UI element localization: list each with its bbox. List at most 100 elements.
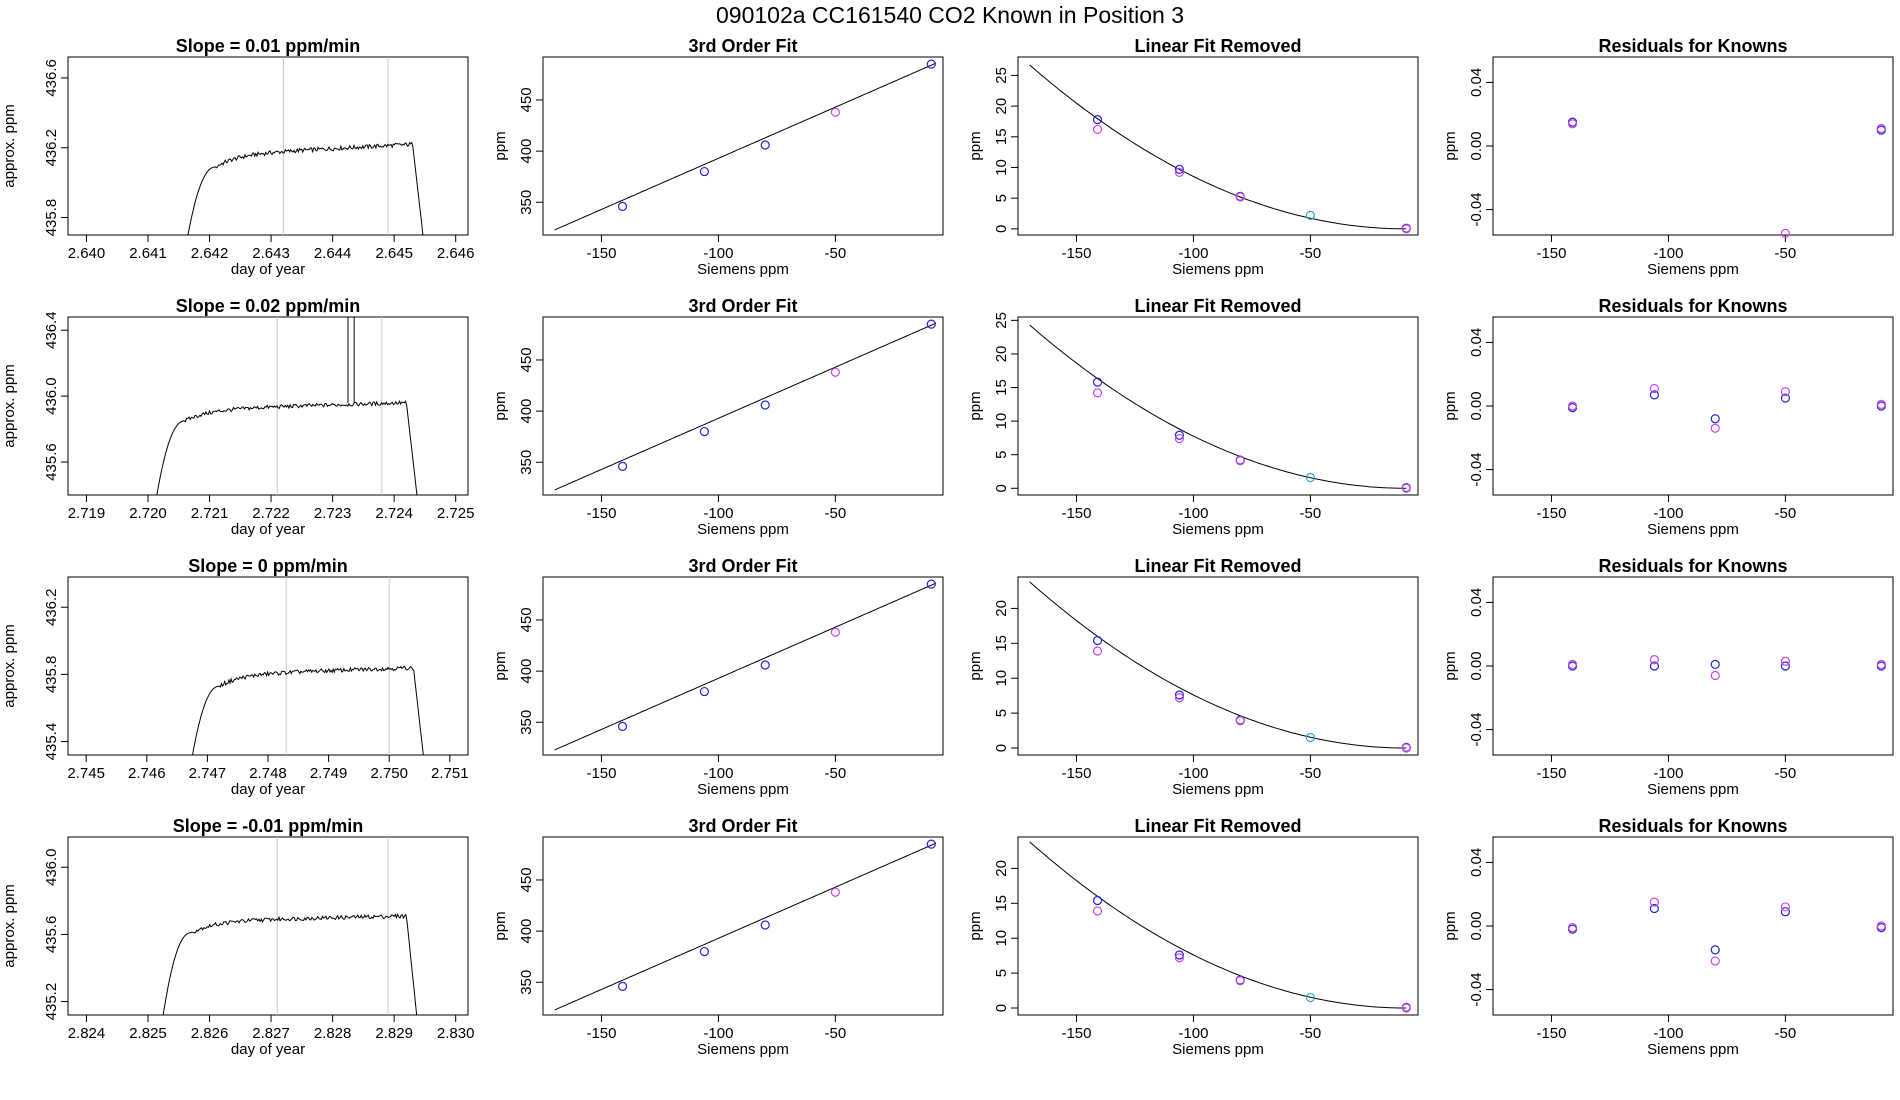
data-point — [1092, 115, 1103, 125]
data-point — [699, 946, 710, 957]
plot-frame — [1492, 576, 1894, 756]
x-axis-label: day of year — [231, 1041, 305, 1058]
y-tick-label: 436.6 — [43, 59, 60, 97]
y-tick-label: 15 — [993, 895, 1010, 912]
data-point — [1649, 383, 1660, 394]
data-point — [1092, 124, 1103, 135]
data-point — [1876, 659, 1886, 670]
y-tick-label: 15 — [993, 379, 1010, 396]
data-point — [699, 166, 710, 177]
plot-frame — [1017, 576, 1419, 756]
y-axis-label: ppm — [1442, 911, 1459, 940]
plot-frame — [1017, 56, 1419, 236]
x-tick-label: -100 — [1178, 765, 1208, 782]
chart-resid-3: Residuals for Knowns -150 -100 -50 -0.04 0.00… — [1442, 556, 1894, 798]
y-axis-label: ppm — [492, 651, 509, 680]
panel-fit-row3: 3rd Order Fit -150 -100 -50 350 400 450 Siemens… — [475, 556, 950, 820]
plot-area — [1029, 581, 1407, 749]
data-point — [1092, 377, 1103, 387]
y-tick-label: 5 — [993, 194, 1010, 202]
data-point — [617, 981, 628, 991]
fit-curve — [1029, 581, 1407, 749]
y-tick-label: -0.04 — [1468, 192, 1485, 226]
x-tick-label: -50 — [1300, 1025, 1322, 1042]
y-axis-label: ppm — [967, 911, 984, 940]
data-point — [1567, 119, 1578, 129]
x-tick-label: 2.725 — [437, 505, 475, 522]
data-point — [1780, 228, 1790, 239]
chart-linfit-2: Linear Fit Removed -150 -100 -50 0 5 10 15 20 25 S… — [967, 296, 1419, 538]
plot-frame — [1492, 836, 1894, 1016]
y-axis-label: approx. ppm — [1, 364, 18, 447]
data-point — [1305, 210, 1315, 220]
panel-fit-row2: 3rd Order Fit -150 -100 -50 350 400 450 Siemens… — [475, 296, 950, 560]
y-tick-label: 5 — [993, 709, 1010, 717]
data-point — [1876, 123, 1886, 134]
data-point — [926, 59, 936, 69]
y-tick-label: 350 — [518, 970, 535, 995]
data-point — [1780, 902, 1790, 912]
data-point — [1567, 659, 1578, 670]
fit-curve — [1029, 64, 1407, 230]
data-point — [1235, 456, 1245, 466]
chart-title: Linear Fit Removed — [1134, 36, 1301, 56]
x-tick-label: 2.749 — [310, 765, 348, 782]
x-tick-label: 2.828 — [314, 1025, 352, 1042]
chart-slope-3: Slope = 0 ppm/min 2.745 2.746 2.747 2.748 2.7… — [1, 556, 469, 798]
x-tick-label: -100 — [703, 505, 733, 522]
x-tick-label: -50 — [1300, 245, 1322, 262]
panel-slope-row1: Slope = 0.01 ppm/min 2.640 2.641 2.642 2.643… — [0, 36, 475, 300]
x-tick-label: 2.642 — [191, 245, 229, 262]
y-tick-label: 350 — [518, 450, 535, 475]
y-tick-label: 10 — [993, 159, 1010, 176]
data-point — [1174, 433, 1185, 444]
x-tick-label: -100 — [1653, 1025, 1683, 1042]
x-tick-label: 2.645 — [375, 245, 413, 262]
data-point — [1235, 716, 1245, 726]
data-point — [1710, 670, 1720, 681]
y-axis-label: approx. ppm — [1, 104, 18, 187]
x-axis-label: Siemens ppm — [697, 521, 789, 538]
data-point — [1092, 635, 1103, 646]
y-tick-label: 0.00 — [1468, 391, 1485, 420]
x-tick-label: 2.830 — [437, 1025, 475, 1042]
x-tick-label: -100 — [1178, 505, 1208, 522]
x-tick-label: -100 — [1653, 505, 1683, 522]
y-tick-label: -0.04 — [1468, 452, 1485, 486]
data-point — [1780, 393, 1790, 403]
x-tick-label: -100 — [703, 245, 733, 262]
chart-title: Slope = 0.02 ppm/min — [176, 296, 361, 316]
fit-curve — [1029, 324, 1407, 489]
x-tick-label: 2.747 — [189, 765, 227, 782]
data-point — [926, 319, 936, 329]
data-point — [830, 887, 840, 897]
data-point — [1567, 401, 1578, 411]
panel-fit-row4: 3rd Order Fit -150 -100 -50 350 400 450 Siemens… — [475, 816, 950, 1080]
data-point — [1780, 656, 1790, 666]
plot-frame — [542, 56, 944, 236]
plot-area — [162, 837, 418, 1015]
plot-frame — [1017, 316, 1419, 496]
y-tick-label: 10 — [993, 670, 1010, 687]
panel-resid-row1: Residuals for Knowns -150 -100 -50 -0.04 0.00… — [1425, 36, 1900, 300]
x-tick-label: 2.745 — [67, 765, 105, 782]
panel-linfit-row1: Linear Fit Removed -150 -100 -50 0 5 10 15 20 25 S… — [950, 36, 1425, 300]
x-tick-label: -100 — [1178, 1025, 1208, 1042]
chart-resid-2: Residuals for Knowns -150 -100 -50 -0.04 0.00… — [1442, 296, 1894, 538]
plot-area — [192, 577, 424, 755]
plot-frame — [67, 56, 469, 236]
x-tick-label: 2.722 — [252, 505, 290, 522]
data-point — [1649, 897, 1660, 907]
y-axis-label: ppm — [1442, 131, 1459, 160]
panel-resid-row3: Residuals for Knowns -150 -100 -50 -0.04 0.00… — [1425, 556, 1900, 820]
chart-title: Slope = 0.01 ppm/min — [176, 36, 361, 56]
x-tick-label: -150 — [1536, 765, 1566, 782]
y-axis-label: ppm — [492, 391, 509, 420]
y-tick-label: 450 — [518, 347, 535, 372]
x-axis-label: Siemens ppm — [1172, 261, 1264, 278]
plot-frame — [542, 576, 944, 756]
chart-title: Slope = 0 ppm/min — [188, 556, 348, 576]
panel-slope-row4: Slope = -0.01 ppm/min 2.824 2.825 2.826 2.82… — [0, 816, 475, 1080]
y-tick-label: 15 — [993, 635, 1010, 652]
data-point — [760, 400, 770, 410]
